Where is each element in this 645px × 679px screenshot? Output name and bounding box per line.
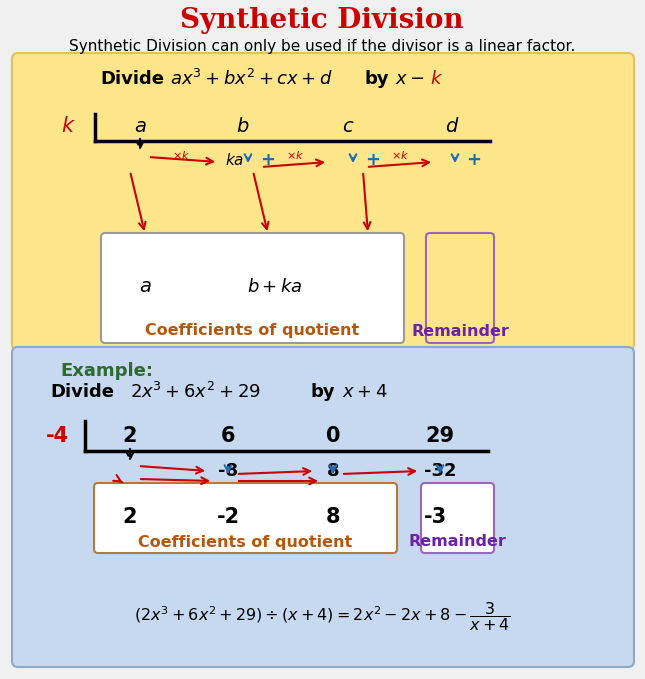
FancyBboxPatch shape (12, 347, 634, 667)
Text: by: by (365, 70, 390, 88)
Text: Remainder: Remainder (411, 323, 509, 339)
Text: -4: -4 (45, 426, 68, 446)
Text: $b$: $b$ (236, 117, 250, 136)
Text: $ka$: $ka$ (225, 152, 244, 168)
Text: $b + ka$: $b + ka$ (247, 278, 303, 296)
Text: 2: 2 (123, 507, 137, 527)
Text: 8: 8 (326, 462, 339, 480)
Text: -8: -8 (218, 462, 238, 480)
Text: -3: -3 (423, 507, 446, 527)
Text: $(2x^3+6x^2+29)\div(x+4)=2x^2-2x+8-\dfrac{3}{x+4}$: $(2x^3+6x^2+29)\div(x+4)=2x^2-2x+8-\dfra… (134, 600, 510, 634)
FancyBboxPatch shape (421, 483, 494, 553)
Text: Coefficients of quotient: Coefficients of quotient (138, 534, 352, 549)
Text: $\times k$: $\times k$ (172, 149, 190, 161)
FancyBboxPatch shape (426, 233, 494, 343)
Text: 6: 6 (221, 426, 235, 446)
Text: Coefficients of quotient: Coefficients of quotient (145, 323, 359, 339)
Text: $k$: $k$ (430, 70, 443, 88)
Text: +: + (261, 151, 275, 169)
Text: +: + (466, 151, 482, 169)
Text: $d$: $d$ (445, 117, 459, 136)
Text: $k$: $k$ (61, 116, 75, 136)
Text: $x+4$: $x+4$ (342, 383, 388, 401)
Text: $ax^3+bx^2+cx+d$: $ax^3+bx^2+cx+d$ (170, 69, 333, 89)
Text: Remainder: Remainder (408, 534, 506, 549)
Text: $a$: $a$ (134, 117, 146, 136)
Text: by: by (310, 383, 335, 401)
Text: +: + (366, 151, 381, 169)
FancyBboxPatch shape (12, 53, 634, 350)
Text: 0: 0 (326, 426, 341, 446)
Text: $\times k$: $\times k$ (286, 149, 304, 161)
Text: $c$: $c$ (342, 117, 354, 136)
Text: Example:: Example: (60, 362, 153, 380)
Text: 2: 2 (123, 426, 137, 446)
Text: $2x^3+6x^2+29$: $2x^3+6x^2+29$ (130, 382, 261, 402)
Text: $x-$: $x-$ (395, 70, 425, 88)
Text: $\times k$: $\times k$ (391, 149, 409, 161)
Text: $a$: $a$ (139, 278, 152, 297)
FancyBboxPatch shape (94, 483, 397, 553)
FancyBboxPatch shape (101, 233, 404, 343)
Text: Synthetic Division can only be used if the divisor is a linear factor.: Synthetic Division can only be used if t… (69, 39, 575, 54)
Text: Divide: Divide (100, 70, 164, 88)
Text: -2: -2 (217, 507, 239, 527)
Text: 29: 29 (426, 426, 455, 446)
Text: Synthetic Division: Synthetic Division (180, 7, 464, 35)
Text: Divide: Divide (50, 383, 114, 401)
Text: 8: 8 (326, 507, 341, 527)
Text: -32: -32 (424, 462, 456, 480)
